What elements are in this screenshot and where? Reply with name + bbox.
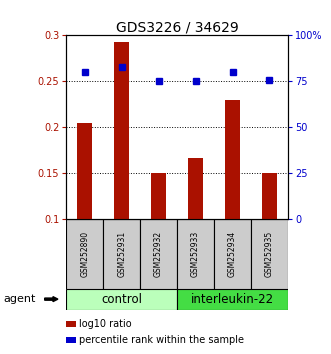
Bar (214, 219, 251, 289)
Bar (151, 173, 166, 219)
Text: GSM252931: GSM252931 (117, 231, 126, 277)
Bar (103, 219, 140, 289)
Bar (251, 219, 288, 289)
Bar (114, 42, 129, 219)
Text: GSM252933: GSM252933 (191, 231, 200, 277)
Text: interleukin-22: interleukin-22 (191, 293, 274, 306)
Bar (188, 158, 203, 219)
Text: GSM252935: GSM252935 (265, 231, 274, 277)
Bar (225, 100, 240, 219)
Text: log10 ratio: log10 ratio (79, 319, 132, 329)
Text: GSM252934: GSM252934 (228, 231, 237, 277)
Text: GSM252932: GSM252932 (154, 231, 163, 277)
Bar (66, 289, 177, 310)
Bar (140, 219, 177, 289)
Bar (77, 123, 92, 219)
Bar (262, 173, 277, 219)
Text: percentile rank within the sample: percentile rank within the sample (79, 335, 244, 345)
Title: GDS3226 / 34629: GDS3226 / 34629 (116, 20, 238, 34)
Text: GSM252890: GSM252890 (80, 231, 89, 277)
Bar (177, 219, 214, 289)
Bar (66, 219, 103, 289)
Bar (177, 289, 288, 310)
Text: agent: agent (3, 294, 36, 304)
Text: control: control (101, 293, 142, 306)
